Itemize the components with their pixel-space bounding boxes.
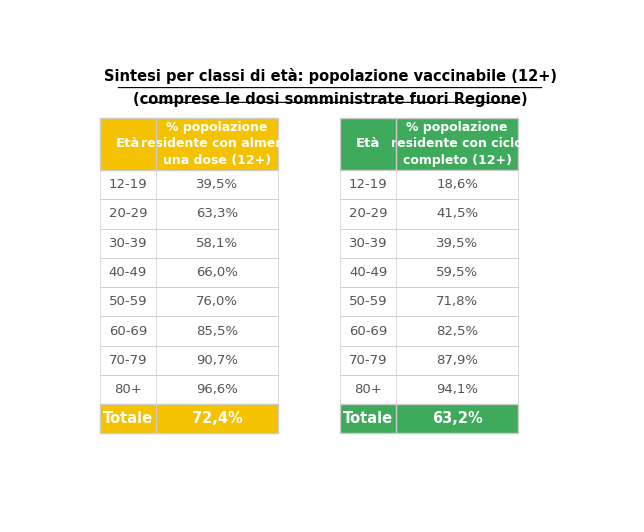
Bar <box>340 287 518 317</box>
Text: 50-59: 50-59 <box>109 295 147 308</box>
Text: 60-69: 60-69 <box>349 325 387 337</box>
Text: 80+: 80+ <box>354 383 382 396</box>
Text: % popolazione
residente con almeno
una dose (12+): % popolazione residente con almeno una d… <box>141 121 293 167</box>
Text: 12-19: 12-19 <box>348 178 387 191</box>
Text: 40-49: 40-49 <box>109 266 147 279</box>
Bar <box>100 375 278 404</box>
Bar <box>100 404 278 434</box>
Bar <box>340 118 518 170</box>
Text: 20-29: 20-29 <box>349 207 387 220</box>
Text: 39,5%: 39,5% <box>436 237 478 250</box>
Bar <box>340 170 518 200</box>
Text: 40-49: 40-49 <box>349 266 387 279</box>
Text: Età: Età <box>115 137 140 151</box>
Bar <box>340 287 518 317</box>
Text: % popolazione
residente con ciclo
completo (12+): % popolazione residente con ciclo comple… <box>392 121 523 167</box>
Text: 87,9%: 87,9% <box>436 354 478 367</box>
Text: 41,5%: 41,5% <box>436 207 478 220</box>
Text: 94,1%: 94,1% <box>436 383 478 396</box>
Text: Totale: Totale <box>343 411 393 426</box>
Text: 70-79: 70-79 <box>349 354 387 367</box>
Bar <box>340 375 518 404</box>
Text: 60-69: 60-69 <box>109 325 147 337</box>
Bar <box>100 118 278 170</box>
Text: 63,3%: 63,3% <box>196 207 238 220</box>
Text: 90,7%: 90,7% <box>196 354 238 367</box>
Bar <box>340 404 518 434</box>
Text: 80+: 80+ <box>114 383 142 396</box>
Bar <box>340 346 518 375</box>
Bar <box>340 170 518 200</box>
Text: Età: Età <box>356 137 380 151</box>
Text: 30-39: 30-39 <box>349 237 387 250</box>
Bar <box>100 200 278 229</box>
Bar <box>340 200 518 229</box>
Bar <box>100 375 278 404</box>
Text: Totale: Totale <box>102 411 153 426</box>
Text: 82,5%: 82,5% <box>436 325 478 337</box>
Bar <box>100 317 278 346</box>
Bar <box>100 346 278 375</box>
Bar <box>100 258 278 287</box>
Text: 12-19: 12-19 <box>108 178 147 191</box>
Bar <box>340 118 518 170</box>
Bar <box>340 200 518 229</box>
Bar <box>100 258 278 287</box>
Text: 66,0%: 66,0% <box>196 266 238 279</box>
Text: 59,5%: 59,5% <box>436 266 478 279</box>
Bar <box>100 229 278 258</box>
Text: 39,5%: 39,5% <box>196 178 238 191</box>
Text: 50-59: 50-59 <box>349 295 387 308</box>
Text: 63,2%: 63,2% <box>431 411 482 426</box>
Bar <box>340 258 518 287</box>
Text: 70-79: 70-79 <box>109 354 147 367</box>
Bar <box>340 375 518 404</box>
Text: 20-29: 20-29 <box>109 207 147 220</box>
Bar <box>100 346 278 375</box>
Bar <box>340 317 518 346</box>
Bar <box>100 170 278 200</box>
Bar <box>100 200 278 229</box>
Text: 76,0%: 76,0% <box>196 295 238 308</box>
Bar <box>100 170 278 200</box>
Bar <box>340 317 518 346</box>
Bar <box>100 317 278 346</box>
Bar <box>340 258 518 287</box>
Text: Sintesi per classi di età: popolazione vaccinabile (12+)
(comprese le dosi sommi: Sintesi per classi di età: popolazione v… <box>104 69 556 106</box>
Bar <box>100 118 278 170</box>
Bar <box>340 404 518 434</box>
Text: 96,6%: 96,6% <box>196 383 238 396</box>
Text: 58,1%: 58,1% <box>196 237 238 250</box>
Bar <box>340 346 518 375</box>
Bar <box>340 229 518 258</box>
Text: 72,4%: 72,4% <box>191 411 242 426</box>
Bar <box>100 404 278 434</box>
Bar <box>100 287 278 317</box>
Bar <box>100 287 278 317</box>
Bar <box>100 229 278 258</box>
Bar <box>340 229 518 258</box>
Text: 71,8%: 71,8% <box>436 295 478 308</box>
Text: 30-39: 30-39 <box>109 237 147 250</box>
Text: 85,5%: 85,5% <box>196 325 238 337</box>
Text: 18,6%: 18,6% <box>436 178 478 191</box>
